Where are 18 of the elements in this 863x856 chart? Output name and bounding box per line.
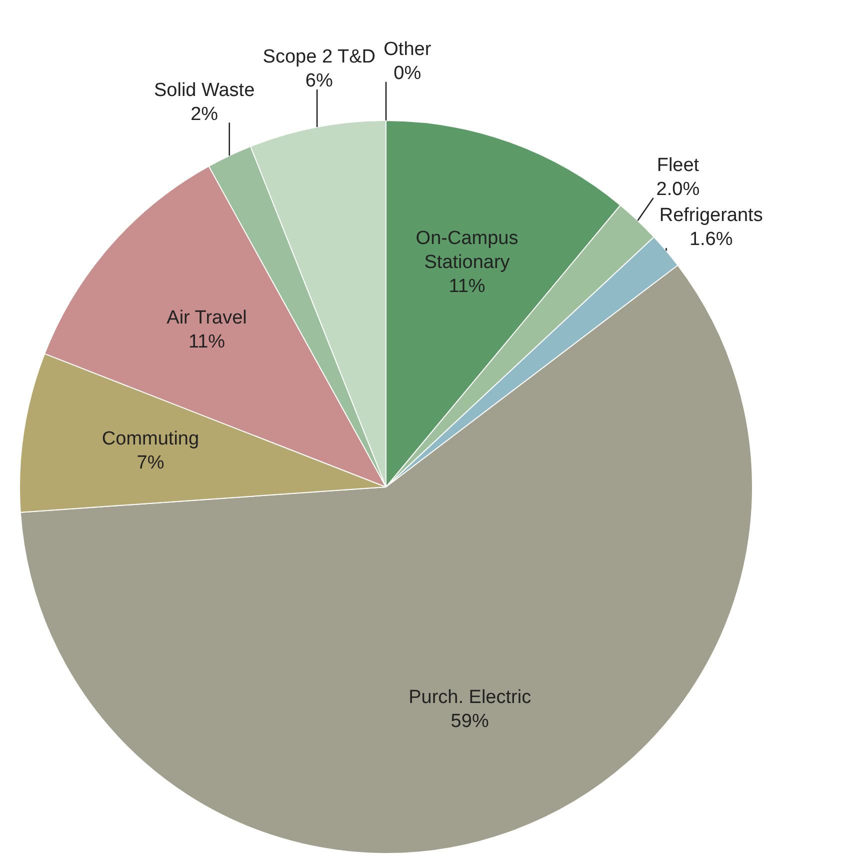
data-label: 6%	[305, 70, 333, 92]
slice-label: Air Travel	[166, 307, 247, 328]
data-label: 11%	[188, 331, 226, 352]
slice-label: Fleet	[656, 155, 700, 176]
text: 0%	[394, 63, 422, 84]
slice-label: Commuting	[102, 428, 200, 450]
slice-label: Purch. Electric	[408, 687, 532, 708]
data-label: 1.6%	[689, 229, 733, 250]
data-label: 59%	[450, 711, 489, 732]
slice-label: Scope 2 T&D	[262, 46, 376, 68]
data-label: 2.0%	[656, 179, 700, 200]
data-label: 2%	[190, 104, 218, 125]
data-label: 7%	[136, 452, 164, 474]
category-label: Other	[384, 39, 432, 60]
slice-label: Refrigerants	[659, 205, 763, 226]
slice-label: Solid Waste	[154, 80, 255, 101]
slice-label: On-Campus Stationary	[416, 228, 518, 274]
data-label: 11%	[448, 276, 486, 298]
